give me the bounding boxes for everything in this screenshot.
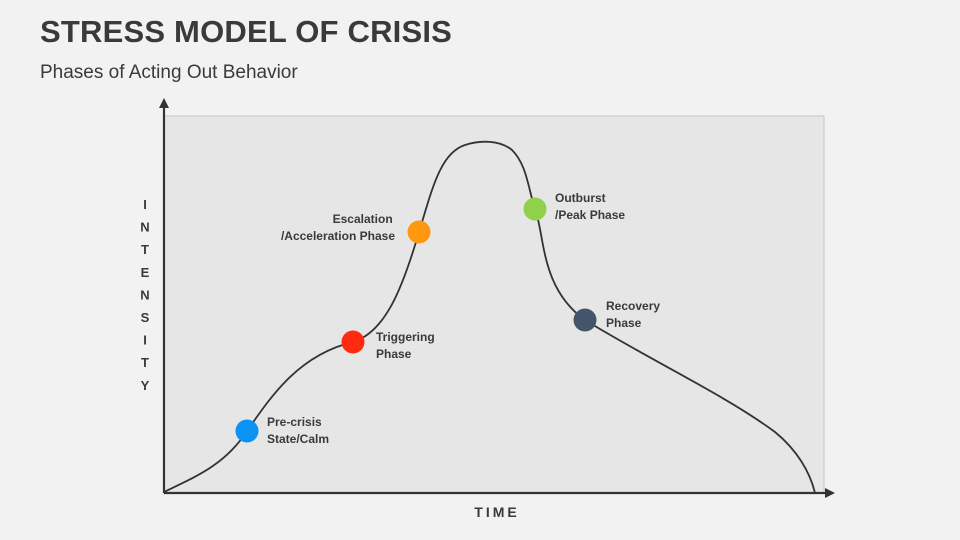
pre-crisis-marker [235,419,259,443]
slide-title: STRESS MODEL OF CRISIS [40,14,453,49]
recovery-label-line-2: Phase [606,316,642,330]
pre-crisis-label-line-2: State/Calm [267,432,329,446]
recovery-marker [573,308,597,332]
y-axis-letter: E [141,265,150,280]
pre-crisis-label: Pre-crisis State/Calm [267,415,329,446]
y-axis-letter: I [143,333,147,348]
escalation-label-line-1: Escalation [333,212,393,226]
slide-subtitle: Phases of Acting Out Behavior [40,62,298,83]
y-axis-letter: S [141,310,150,325]
y-axis-letter: T [141,355,149,370]
triggering-marker [341,330,365,354]
escalation-label-line-2: /Acceleration Phase [281,229,395,243]
escalation-marker [407,220,431,244]
outburst-marker [523,197,547,221]
outburst-label-line-2: /Peak Phase [555,208,625,222]
recovery-label-line-1: Recovery [606,299,660,313]
recovery-label: Recovery Phase [606,299,663,330]
escalation-label: Escalation /Acceleration Phase [281,212,396,243]
triggering-label-line-2: Phase [376,347,412,361]
y-axis-letter: N [140,287,149,302]
outburst-label-line-1: Outburst [555,191,606,205]
y-axis-letter: I [143,197,147,212]
triggering-label: Triggering Phase [376,330,438,361]
y-axis-letter: T [141,242,149,257]
pre-crisis-label-line-1: Pre-crisis [267,415,322,429]
y-axis-letter: N [140,220,149,235]
x-axis-label: TIME [474,504,519,520]
intensity-curve [163,140,816,494]
outburst-label: Outburst /Peak Phase [555,191,625,222]
triggering-label-line-1: Triggering [376,330,435,344]
y-axis-letter: Y [141,378,150,393]
plot-area [163,115,825,494]
